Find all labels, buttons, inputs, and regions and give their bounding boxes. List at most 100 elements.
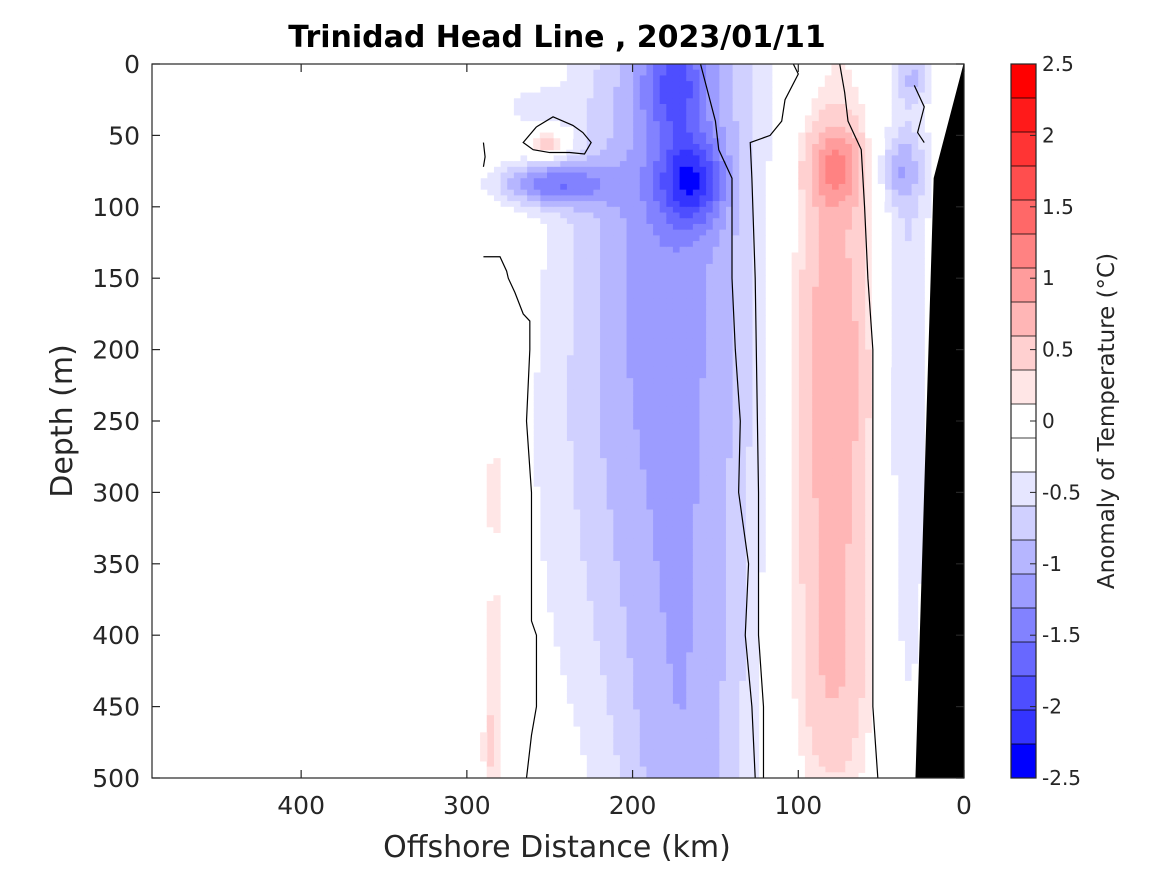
field-cell <box>732 543 740 551</box>
field-cell <box>818 286 826 294</box>
field-cell <box>844 572 852 579</box>
field-cell <box>712 189 720 196</box>
field-cell <box>844 520 852 528</box>
field-cell <box>712 366 720 374</box>
field-cell <box>718 92 726 99</box>
field-cell <box>751 132 760 139</box>
field-cell <box>745 583 753 591</box>
field-cell <box>897 269 905 276</box>
field-cell <box>738 698 746 705</box>
field-cell <box>678 738 687 745</box>
field-cell <box>857 555 866 562</box>
field-cell <box>672 149 680 156</box>
field-cell <box>665 161 673 168</box>
field-cell <box>857 143 866 151</box>
field-cell <box>811 709 819 716</box>
field-cell <box>718 572 726 579</box>
field-cell <box>844 458 852 465</box>
field-cell <box>632 583 640 591</box>
field-cell <box>844 178 852 185</box>
field-cell <box>705 401 713 408</box>
field-cell <box>632 315 640 322</box>
field-cell <box>891 446 899 454</box>
field-cell <box>672 446 680 454</box>
field-cell <box>712 520 720 528</box>
field-cell <box>891 149 899 156</box>
field-cell <box>824 663 833 671</box>
field-cell <box>798 498 806 505</box>
field-cell <box>857 526 866 533</box>
field-cell <box>891 343 899 351</box>
field-cell <box>864 241 872 248</box>
field-cell <box>818 578 826 585</box>
field-cell <box>632 675 640 682</box>
field-cell <box>718 520 726 528</box>
field-cell <box>712 646 720 653</box>
field-cell <box>738 263 746 271</box>
field-cell <box>831 618 839 625</box>
field-cell <box>758 132 766 139</box>
field-cell <box>705 143 713 151</box>
field-cell <box>897 440 905 448</box>
field-cell <box>751 635 760 642</box>
field-cell <box>652 618 660 625</box>
field-cell <box>811 578 819 585</box>
field-cell <box>758 412 766 419</box>
field-cell <box>652 766 660 773</box>
field-cell <box>758 503 766 511</box>
field-cell <box>718 583 726 591</box>
field-cell <box>924 338 932 345</box>
field-cell <box>712 429 720 436</box>
field-cell <box>910 212 919 219</box>
field-cell <box>678 155 687 162</box>
field-cell <box>864 618 872 625</box>
field-cell <box>765 743 773 751</box>
field-cell <box>838 560 846 568</box>
field-cell <box>665 772 673 778</box>
field-cell <box>824 698 833 705</box>
field-cell <box>738 195 746 202</box>
field-cell <box>824 383 833 391</box>
field-cell <box>712 663 720 671</box>
field-cell <box>811 463 819 471</box>
field-cell <box>725 669 733 676</box>
field-cell <box>884 195 892 202</box>
field-cell <box>698 515 707 522</box>
field-cell <box>625 549 634 556</box>
field-cell <box>632 138 640 145</box>
field-cell <box>732 309 740 316</box>
field-cell <box>857 126 866 134</box>
field-cell <box>659 69 667 77</box>
field-cell <box>692 138 700 145</box>
field-cell <box>917 543 925 551</box>
field-cell <box>818 109 826 117</box>
field-cell <box>917 235 925 242</box>
field-cell <box>732 452 740 459</box>
field-cell <box>798 480 806 488</box>
field-cell <box>791 423 799 431</box>
field-cell <box>917 566 925 573</box>
field-cell <box>692 743 700 751</box>
field-cell <box>818 149 826 156</box>
field-cell <box>877 166 886 174</box>
field-cell <box>844 395 852 402</box>
field-cell <box>864 635 872 642</box>
field-cell <box>738 338 746 345</box>
field-cell <box>639 343 647 351</box>
field-cell <box>659 269 667 276</box>
field-cell <box>824 618 833 625</box>
field-cell <box>672 258 680 265</box>
field-cell <box>652 389 660 396</box>
field-cell <box>904 680 912 688</box>
field-cell <box>632 189 640 196</box>
field-cell <box>652 560 660 568</box>
field-cell <box>824 703 833 711</box>
field-cell <box>818 555 826 562</box>
field-cell <box>791 292 799 299</box>
field-cell <box>645 275 654 282</box>
field-cell <box>705 212 713 219</box>
field-cell <box>625 126 634 134</box>
field-cell <box>910 298 919 305</box>
field-cell <box>831 686 839 693</box>
field-cell <box>659 435 667 442</box>
